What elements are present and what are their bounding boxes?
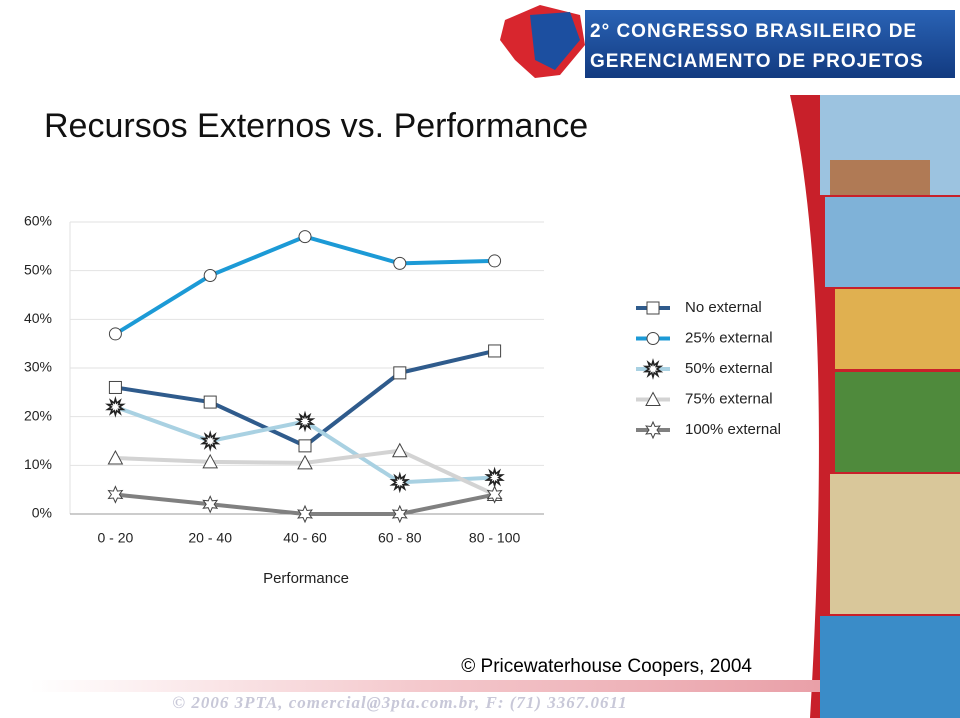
header-line: GERENCIAMENTO DE PROJETOS bbox=[590, 51, 924, 72]
marker bbox=[202, 495, 219, 514]
marker bbox=[202, 453, 219, 469]
marker bbox=[642, 358, 664, 380]
marker bbox=[203, 395, 217, 409]
photo bbox=[830, 160, 930, 195]
marker bbox=[298, 439, 312, 453]
footer-band bbox=[30, 680, 820, 692]
source: © Pricewaterhouse Coopers, 2004 bbox=[461, 656, 752, 677]
header-box bbox=[585, 10, 955, 78]
x-tick-label: 0 - 20 bbox=[97, 530, 133, 546]
marker bbox=[486, 485, 503, 504]
footer: © 2006 3PTA, comercial@3pta.com.br, F: (… bbox=[172, 693, 627, 712]
photo bbox=[835, 289, 960, 369]
legend-label: 25% external bbox=[685, 329, 773, 346]
marker bbox=[298, 230, 312, 244]
marker bbox=[297, 454, 313, 470]
marker bbox=[646, 301, 660, 315]
marker bbox=[199, 430, 221, 452]
photo-strip bbox=[790, 95, 960, 718]
y-tick-label: 50% bbox=[24, 261, 52, 277]
marker bbox=[203, 269, 217, 283]
x-axis-title: Performance bbox=[263, 570, 349, 587]
legend-label: No external bbox=[685, 299, 762, 316]
marker bbox=[645, 420, 661, 440]
legend-label: 75% external bbox=[685, 390, 773, 407]
logo-map-blue bbox=[530, 12, 580, 70]
y-tick-label: 0% bbox=[32, 505, 52, 521]
photo bbox=[820, 616, 960, 718]
marker bbox=[294, 410, 316, 433]
marker bbox=[391, 442, 408, 458]
legend-label: 100% external bbox=[685, 421, 781, 438]
marker bbox=[488, 344, 502, 358]
marker bbox=[645, 391, 661, 406]
marker bbox=[488, 254, 502, 268]
x-tick-label: 40 - 60 bbox=[283, 530, 327, 546]
marker bbox=[105, 395, 126, 418]
header-line: 2° CONGRESSO BRASILEIRO DE bbox=[590, 21, 917, 42]
legend-label: 50% external bbox=[685, 360, 773, 377]
x-tick-label: 60 - 80 bbox=[378, 530, 422, 546]
y-tick-label: 20% bbox=[24, 407, 52, 423]
marker bbox=[389, 471, 411, 494]
marker bbox=[297, 504, 313, 524]
y-tick-label: 10% bbox=[24, 456, 52, 472]
marker bbox=[393, 256, 407, 270]
x-tick-label: 80 - 100 bbox=[469, 530, 521, 546]
marker bbox=[646, 332, 660, 345]
chart: Performance 0% 10% 20% 30% 40% 50% 60% 0 - 20 20… bbox=[24, 213, 781, 587]
y-tick-label: 40% bbox=[24, 310, 52, 326]
header: 2° CONGRESSO BRASILEIRO DE GERENCIAMENTO… bbox=[500, 5, 955, 78]
photo bbox=[830, 474, 960, 614]
marker bbox=[108, 380, 122, 394]
y-tick-label: 60% bbox=[24, 213, 52, 229]
y-tick-label: 30% bbox=[24, 359, 52, 375]
marker bbox=[391, 504, 408, 524]
slide-title: Recursos Externos vs. Performance bbox=[44, 107, 588, 145]
x-tick-label: 20 - 40 bbox=[188, 530, 232, 546]
photo bbox=[835, 372, 960, 472]
marker bbox=[393, 366, 407, 380]
marker bbox=[107, 485, 124, 504]
marker bbox=[107, 449, 124, 465]
marker bbox=[484, 466, 505, 489]
photo bbox=[825, 197, 960, 287]
marker bbox=[108, 327, 122, 341]
